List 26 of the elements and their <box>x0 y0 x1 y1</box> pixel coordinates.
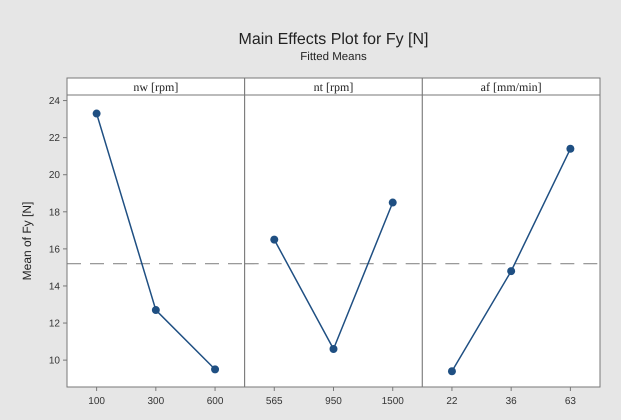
y-tick-label: 24 <box>48 96 60 108</box>
x-tick-label: 22 <box>446 396 458 407</box>
chart-title: nt [rpm] <box>314 80 354 94</box>
y-tick-label: 10 <box>48 356 60 367</box>
x-tick-label: 600 <box>206 396 224 407</box>
y-tick-label: 16 <box>48 244 60 256</box>
point <box>92 110 101 118</box>
y-tick-label: 14 <box>48 281 60 292</box>
text: Fitted Means <box>300 51 367 63</box>
x-tick-label: 565 <box>266 396 284 407</box>
x-tick-label: 100 <box>88 396 106 407</box>
chart-title: af [mm/min] <box>480 80 542 94</box>
text: Main Effects Plot for Fy [N] <box>238 31 428 48</box>
x-tick-label: 300 <box>147 396 165 407</box>
point <box>152 306 160 314</box>
x-tick-label: 1500 <box>382 396 404 407</box>
chart-title: nw [rpm] <box>133 80 178 94</box>
y-tick-label: 18 <box>48 207 60 218</box>
y-tick-label: 22 <box>48 133 60 144</box>
x-tick-label: 63 <box>564 396 576 407</box>
y-axis-title: Mean of Fy [N] <box>20 202 34 280</box>
y-tick-label: 12 <box>48 318 60 330</box>
x-tick-label: 36 <box>506 396 518 407</box>
x-tick-label: 950 <box>325 396 342 407</box>
y-tick-label: 20 <box>48 170 60 182</box>
point <box>211 365 220 374</box>
